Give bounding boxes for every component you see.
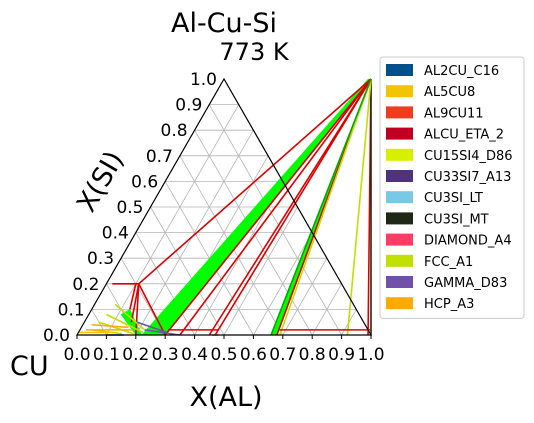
- x-tick-label: 0.3: [152, 345, 179, 365]
- y-tick-label: 0.3: [87, 249, 114, 269]
- legend-label: AL2CU_C16: [424, 64, 499, 79]
- x-tick-label: 0.7: [269, 345, 296, 365]
- legend-swatch: [386, 85, 413, 98]
- legend-swatch: [386, 276, 413, 288]
- x-tick-label: 0.6: [240, 345, 267, 365]
- y-tick-label: 0.6: [131, 172, 158, 192]
- grid-line: [135, 232, 195, 336]
- x-tick-label: 0.1: [93, 345, 120, 365]
- legend-label: ALCU_ETA_2: [424, 128, 504, 143]
- legend-label: FCC_A1: [424, 255, 473, 270]
- tie-line: [279, 78, 372, 336]
- tie-line: [179, 78, 372, 336]
- y-tick-label: 0.5: [116, 198, 143, 218]
- cu-corner-label: CU: [10, 351, 49, 382]
- tie-line: [130, 283, 140, 323]
- tie-line: [138, 283, 166, 336]
- chart-title: Al-Cu-Si: [171, 8, 277, 39]
- x-tick-label: 0.0: [63, 345, 90, 365]
- y-tick-label: 0.0: [43, 326, 70, 346]
- x-axis-label: X(AL): [189, 382, 262, 413]
- chart-subtitle: 773 K: [219, 38, 289, 66]
- grid-line: [282, 258, 328, 336]
- tie-line: [214, 78, 372, 336]
- y-tick-labels: 0.0 0.1 0.2 0.3 0.4 0.5 0.6 0.7 0.8 0.9 1.0: [43, 70, 217, 346]
- y-tick-label: 1.0: [190, 70, 217, 90]
- tie-line: [114, 303, 146, 331]
- legend-label: AL5CU8: [424, 85, 475, 100]
- legend-swatch: [386, 127, 413, 140]
- x-tick-labels: 0.0 0.1 0.2 0.3 0.4 0.5 0.6 0.7 0.8 0.9 1.0: [63, 335, 385, 365]
- x-tick-label: 0.8: [299, 345, 326, 365]
- y-tick-label: 0.1: [58, 300, 85, 320]
- tie-line: [106, 313, 144, 334]
- legend-swatch: [386, 106, 413, 119]
- legend-swatch: [386, 148, 413, 161]
- x-tick-label: 1.0: [357, 345, 384, 365]
- y-tick-label: 0.4: [102, 224, 129, 244]
- legend-swatch: [386, 212, 413, 225]
- tie-line: [164, 78, 372, 336]
- tie-line: [346, 78, 372, 336]
- x-tick-label: 0.4: [181, 345, 208, 365]
- tie-line: [135, 283, 140, 336]
- tie-lines: [78, 78, 372, 336]
- grid-line: [150, 206, 225, 336]
- tie-line: [208, 78, 372, 336]
- legend-swatch: [386, 254, 413, 267]
- grid-line: [106, 104, 240, 336]
- y-tick-label: 0.7: [146, 147, 173, 167]
- legend: AL2CU_C16 AL5CU8 AL9CU11 ALCU_ETA_2 CU15SI4_…: [379, 56, 525, 319]
- x-tick-label: 0.5: [210, 345, 237, 365]
- y-tick-label: 0.9: [175, 96, 202, 116]
- legend-label: CU3SI_LT: [424, 191, 483, 206]
- legend-swatch: [386, 170, 413, 182]
- legend-swatch: [386, 191, 413, 204]
- legend-label: CU15SI4_D86: [424, 149, 513, 164]
- legend-swatch: [386, 297, 413, 310]
- x-tick-label: 0.9: [328, 345, 355, 365]
- x-tick-label: 0.2: [122, 345, 149, 365]
- legend-swatch: [386, 64, 413, 76]
- grid-line: [208, 104, 342, 336]
- legend-swatch: [386, 233, 413, 246]
- tie-line: [144, 329, 181, 336]
- legend-label: CU33SI7_A13: [424, 170, 511, 185]
- legend-frame: [379, 56, 525, 319]
- tie-line: [98, 321, 134, 335]
- tie-line: [138, 78, 372, 285]
- y-tick-label: 0.8: [161, 121, 188, 141]
- legend-label: AL9CU11: [424, 106, 484, 121]
- tie-line: [91, 323, 129, 329]
- tie-line: [129, 283, 137, 310]
- y-tick-label: 0.2: [72, 275, 99, 295]
- grid-line: [223, 206, 298, 336]
- legend-label: DIAMOND_A4: [424, 234, 512, 249]
- legend-label: GAMMA_D83: [424, 276, 507, 291]
- tie-line: [137, 321, 167, 334]
- legend-label: CU3SI_MT: [424, 212, 489, 227]
- legend-label: HCP_A3: [424, 297, 474, 312]
- tie-line: [270, 78, 372, 336]
